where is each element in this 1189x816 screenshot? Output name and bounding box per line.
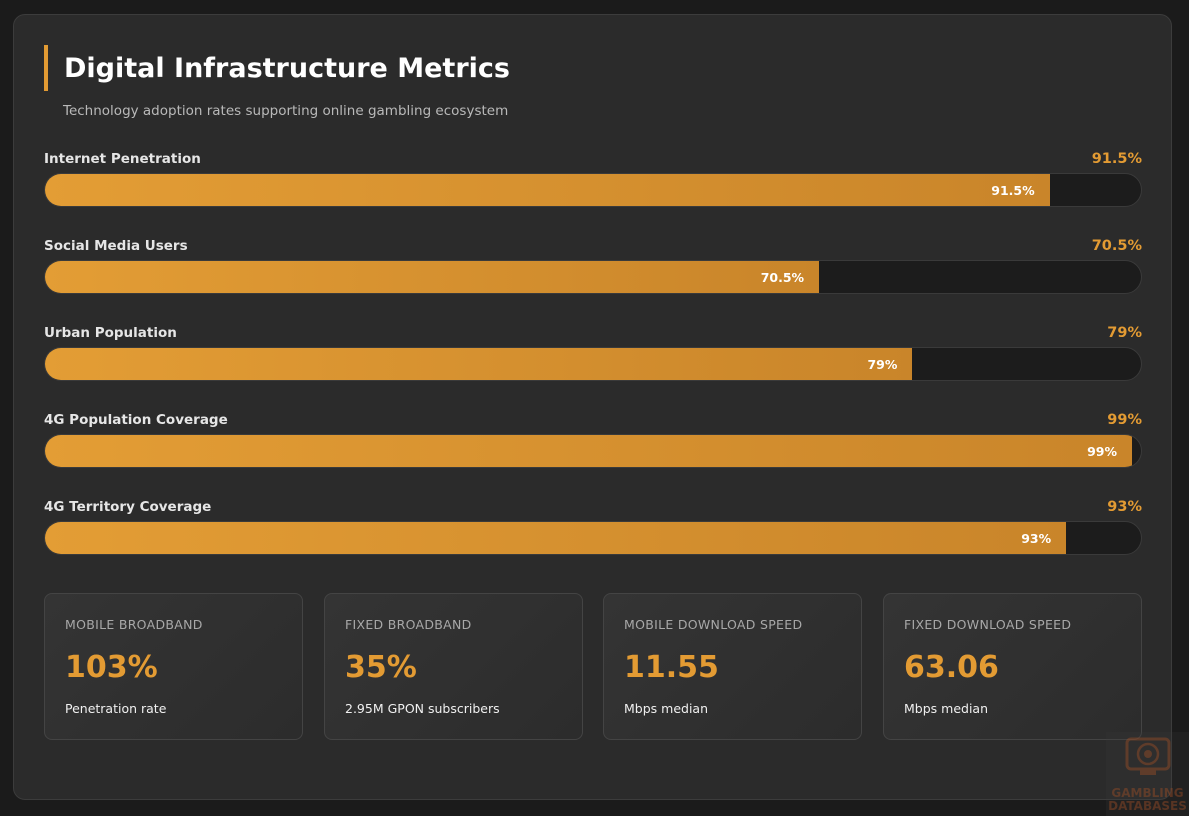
stat-value: 63.06: [904, 650, 999, 685]
bar-fill: 93%: [45, 522, 1067, 554]
stat-card: MOBILE DOWNLOAD SPEED 11.55 Mbps median: [603, 593, 862, 740]
stat-card: FIXED BROADBAND 35% 2.95M GPON subscribers: [324, 593, 583, 740]
bar-label: Social Media Users: [44, 238, 188, 254]
stat-label: FIXED BROADBAND: [345, 617, 472, 632]
bar-data-label: 70.5%: [760, 270, 805, 285]
bar-label: 4G Population Coverage: [44, 412, 228, 428]
bar-track: 93%: [44, 521, 1142, 555]
bar-value-label: 93%: [1107, 499, 1142, 515]
bar-value-label: 99%: [1107, 412, 1142, 428]
bar-row: 4G Territory Coverage 93% 93%: [44, 499, 1142, 579]
bar-value-label: 91.5%: [1091, 151, 1142, 167]
monitor-chip-icon: [1125, 737, 1171, 775]
stat-card: FIXED DOWNLOAD SPEED 63.06 Mbps median: [883, 593, 1142, 740]
bar-label: Internet Penetration: [44, 151, 201, 167]
watermark-line1: GAMBLING: [1111, 786, 1184, 800]
bar-value-label: 70.5%: [1091, 238, 1142, 254]
bar-row: Urban Population 79% 79%: [44, 325, 1142, 405]
bar-fill: 91.5%: [45, 174, 1050, 206]
bar-label: 4G Territory Coverage: [44, 499, 212, 515]
stat-value: 103%: [65, 650, 158, 685]
stat-label: FIXED DOWNLOAD SPEED: [904, 617, 1072, 632]
stat-value: 35%: [345, 650, 417, 685]
watermark-line2: DATABASES: [1108, 799, 1187, 813]
bar-track: 70.5%: [44, 260, 1142, 294]
bar-row: 4G Population Coverage 99% 99%: [44, 412, 1142, 492]
stat-description: Mbps median: [624, 701, 708, 716]
bar-data-label: 91.5%: [991, 183, 1035, 198]
metrics-card: Digital Infrastructure Metrics Technolog…: [13, 14, 1172, 800]
bar-track: 99%: [44, 434, 1142, 468]
bar-fill: 79%: [45, 348, 913, 380]
stat-description: Mbps median: [904, 701, 988, 716]
bar-fill: 70.5%: [45, 261, 820, 293]
stat-description: 2.95M GPON subscribers: [345, 701, 500, 716]
bar-row: Internet Penetration 91.5% 91.5%: [44, 151, 1142, 231]
bar-fill: 99%: [45, 435, 1133, 467]
page-title: Digital Infrastructure Metrics: [64, 53, 510, 84]
stat-description: Penetration rate: [65, 701, 167, 716]
stat-value: 11.55: [624, 650, 719, 685]
bar-track: 79%: [44, 347, 1142, 381]
bar-label: Urban Population: [44, 325, 177, 341]
bar-track: 91.5%: [44, 173, 1142, 207]
stat-card: MOBILE BROADBAND 103% Penetration rate: [44, 593, 303, 740]
bar-data-label: 99%: [1087, 444, 1118, 459]
bar-data-label: 93%: [1021, 531, 1052, 546]
stat-label: MOBILE DOWNLOAD SPEED: [624, 617, 803, 632]
bar-value-label: 79%: [1107, 325, 1142, 341]
stat-label: MOBILE BROADBAND: [65, 617, 203, 632]
bar-row: Social Media Users 70.5% 70.5%: [44, 238, 1142, 318]
bar-data-label: 79%: [867, 357, 898, 372]
page-subtitle: Technology adoption rates supporting onl…: [63, 103, 509, 119]
title-block: Digital Infrastructure Metrics: [44, 45, 648, 91]
watermark-logo: GAMBLING DATABASES: [1106, 732, 1189, 816]
